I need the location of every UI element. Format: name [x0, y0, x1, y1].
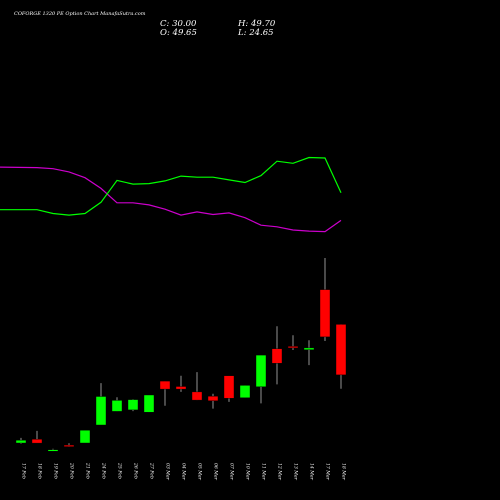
candle-body-up — [79, 430, 91, 444]
candle-body-up — [95, 396, 107, 426]
x-tick-label: 06 Mar — [213, 463, 219, 481]
x-tick-label: 18 Mar — [341, 463, 347, 481]
candle-body-up — [303, 347, 315, 350]
x-tick-label: 21 Feb — [85, 462, 91, 479]
candle-body-up — [127, 399, 139, 411]
x-tick-label: 12 Mar — [277, 463, 283, 481]
candle-body-up — [47, 449, 59, 452]
indicator-line-magenta — [0, 166, 342, 233]
candle-body-down — [63, 444, 75, 447]
candle-body-down — [191, 391, 203, 401]
x-tick-label: 13 Mar — [293, 463, 299, 481]
x-tick-label: 20 Feb — [69, 462, 75, 479]
candle-body-down — [175, 386, 187, 390]
x-tick-label: 11 Mar — [261, 463, 267, 481]
x-tick-label: 14 Mar — [309, 463, 315, 481]
candle-body-down — [319, 289, 331, 338]
candle-body-up — [239, 385, 251, 398]
x-tick-label: 17 Feb — [21, 463, 27, 479]
x-tick-label: 19 Feb — [53, 463, 59, 479]
x-tick-label: 10 Mar — [245, 463, 251, 481]
x-tick-label: 25 Feb — [117, 462, 123, 479]
x-tick-label: 18 Feb — [37, 463, 43, 479]
candle-body-down — [207, 396, 219, 402]
indicator-line-green — [0, 156, 342, 216]
x-tick-label: 07 Mar — [229, 463, 235, 481]
candle-body-up — [143, 394, 155, 413]
open-value: O: 49.65 — [160, 28, 197, 38]
candle-body-up — [111, 400, 123, 412]
x-tick-label: 27 Feb — [149, 462, 155, 479]
x-tick-label: 26 Feb — [133, 462, 139, 479]
x-axis-ticks: 17 Feb 18 Feb 19 Feb 20 Feb 21 Feb 24 Feb 25 F… — [21, 462, 347, 481]
x-tick-label: 17 Mar — [325, 463, 331, 481]
candle-body-down — [335, 324, 347, 376]
low-value: L: 24.65 — [237, 28, 274, 38]
candle-body-up — [15, 440, 27, 444]
chart-title: COFORGE 1320 PE Option Chart ManafaSutra… — [14, 11, 146, 17]
candle-body-down — [287, 346, 299, 349]
candle-body-down — [31, 439, 43, 444]
x-tick-label: 03 Mar — [165, 463, 171, 481]
x-tick-label: 04 Mar — [181, 463, 187, 481]
candle-body-down — [223, 375, 235, 399]
candle-body-up — [255, 354, 267, 387]
high-value: H: 49.70 — [237, 19, 276, 29]
close-value: C: 30.00 — [160, 19, 197, 29]
x-tick-label: 24 Feb — [101, 462, 107, 479]
indicator-lines — [0, 156, 342, 233]
x-tick-label: 05 Mar — [197, 463, 203, 481]
candle-bodies — [15, 289, 347, 452]
candle-body-down — [159, 380, 171, 390]
candle-body-down — [271, 348, 283, 364]
